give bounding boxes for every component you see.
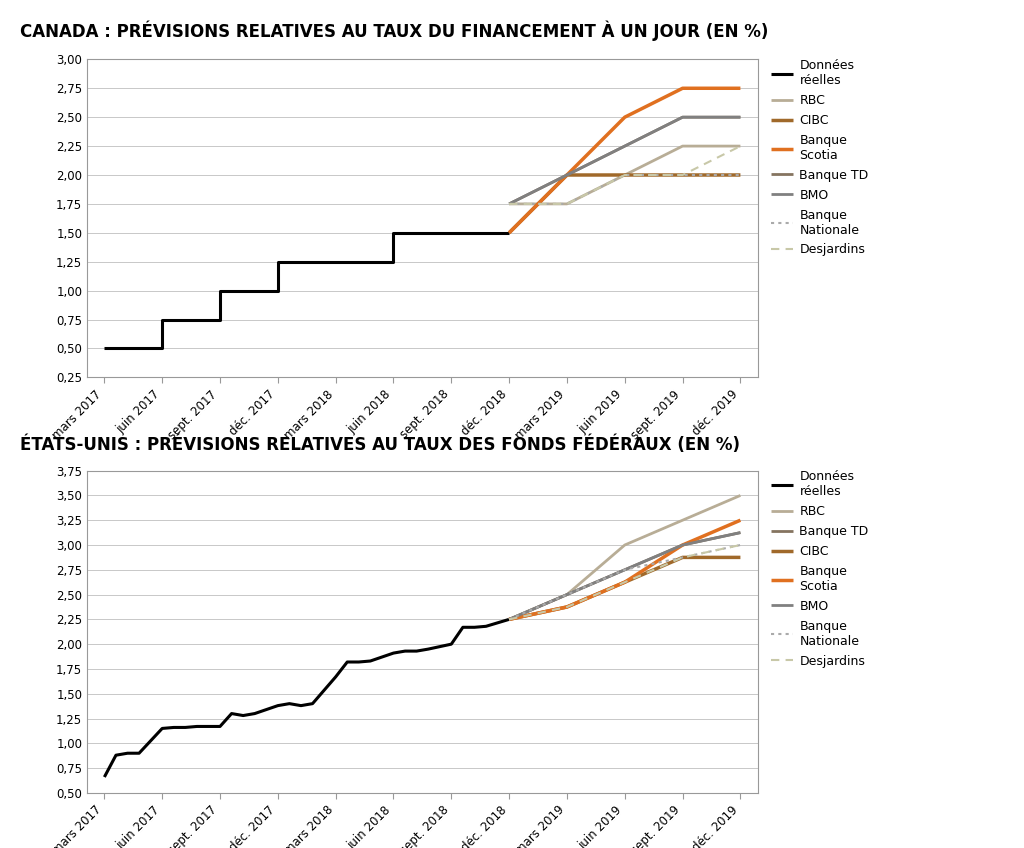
Legend: Données
réelles, RBC, Banque TD, CIBC, Banque
Scotia, BMO, Banque
Nationale, Des: Données réelles, RBC, Banque TD, CIBC, B… (771, 471, 868, 667)
Legend: Données
réelles, RBC, CIBC, Banque
Scotia, Banque TD, BMO, Banque
Nationale, Des: Données réelles, RBC, CIBC, Banque Scoti… (771, 59, 868, 256)
Text: ÉTATS-UNIS : PRÉVISIONS RELATIVES AU TAUX DES FONDS FÉDÉRAUX (EN %): ÉTATS-UNIS : PRÉVISIONS RELATIVES AU TAU… (20, 435, 740, 454)
Text: CANADA : PRÉVISIONS RELATIVES AU TAUX DU FINANCEMENT À UN JOUR (EN %): CANADA : PRÉVISIONS RELATIVES AU TAUX DU… (20, 20, 769, 41)
